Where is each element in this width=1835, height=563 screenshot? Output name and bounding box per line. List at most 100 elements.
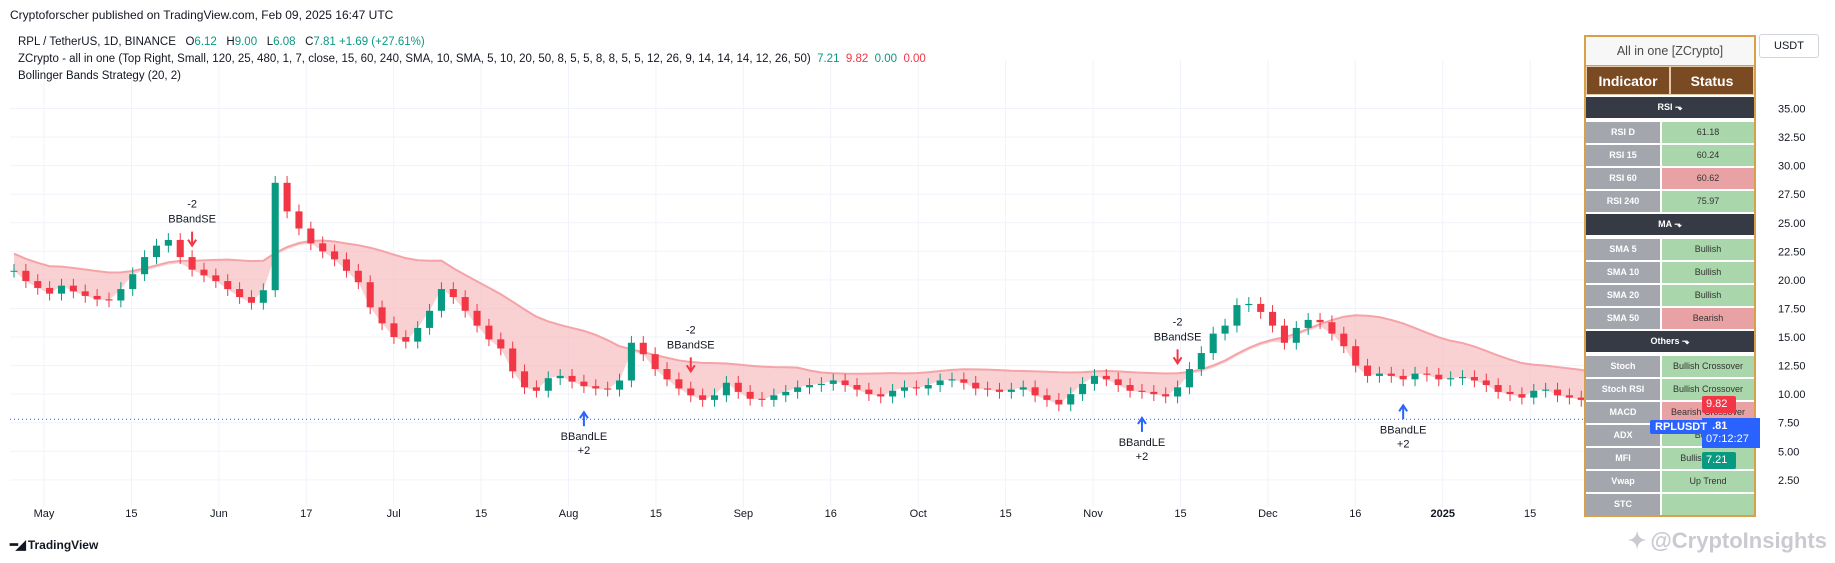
candle-body: [960, 379, 968, 383]
indicator-name: SMA 10: [1586, 262, 1660, 283]
upper-band-price-label: 9.82: [1702, 396, 1736, 413]
candle-body: [972, 382, 980, 389]
x-axis-tick-label: 15: [125, 508, 137, 520]
candle-body: [532, 387, 540, 391]
candle-body: [1245, 303, 1253, 306]
candle-body: [1150, 391, 1158, 395]
y-axis-tick-label: 2.50: [1778, 475, 1799, 487]
indicator-status: 75.97: [1662, 191, 1754, 212]
x-axis-tick-label: Sep: [734, 508, 754, 520]
y-axis-tick-label: 27.50: [1778, 189, 1806, 201]
x-axis-tick-label: Nov: [1083, 508, 1103, 520]
y-axis-tick-label: 5.00: [1778, 446, 1799, 458]
indicator-name: ADX: [1586, 425, 1660, 446]
candle-body: [841, 380, 849, 386]
candle-body: [615, 380, 624, 390]
candle-body: [1542, 389, 1550, 391]
candle-body: [1387, 373, 1395, 376]
candle-body: [461, 297, 469, 311]
indicator-status: Bullish: [1662, 285, 1754, 306]
candle-body: [319, 243, 327, 252]
candle-body: [1233, 305, 1241, 326]
watermark-badge-icon: ✦: [1627, 528, 1647, 553]
candle-body: [449, 289, 457, 298]
y-axis-tick-label: 17.50: [1778, 303, 1806, 315]
signal-qty: +2: [1397, 438, 1410, 450]
indicator-status: 60.62: [1662, 168, 1754, 189]
candle-body: [1197, 353, 1205, 370]
candle-body: [604, 388, 612, 390]
candle-body: [1530, 390, 1538, 398]
indicator-line: ZCrypto - all in one (Top Right, Small, …: [18, 53, 811, 65]
candle-body: [948, 379, 956, 381]
candle-body: [129, 274, 137, 290]
candle-body: [426, 310, 434, 328]
indicator-value-4: 0.00: [903, 53, 926, 65]
table-row: Stoch Bullish Crossover: [1586, 354, 1754, 377]
x-axis-tick-label: Aug: [559, 508, 579, 520]
candle-body: [1304, 319, 1312, 328]
indicator-name: Stoch: [1586, 356, 1660, 377]
indicator-name: SMA 5: [1586, 239, 1660, 260]
candle-body: [485, 325, 493, 340]
indicator-value-3: 0.00: [874, 53, 898, 65]
symbol-price-tag: RPLUSDT: [1650, 420, 1712, 434]
candle-body: [307, 228, 315, 244]
candle-body: [1019, 387, 1027, 390]
short-signal-arrowhead: [685, 364, 696, 374]
strategy-legend-row[interactable]: Bollinger Bands Strategy (20, 2): [18, 70, 182, 82]
lower-band-price-label: 7.21: [1702, 452, 1736, 469]
candle-body: [93, 295, 101, 300]
candle-body: [1269, 311, 1277, 326]
candle-body: [1055, 399, 1063, 405]
table-row: STC: [1586, 492, 1754, 515]
chart-legend: RPL / TetherUS, 1D, BINANCE O6.12 H9.00 …: [18, 34, 926, 85]
currency-button[interactable]: USDT: [1759, 34, 1819, 58]
symbol-legend-row[interactable]: RPL / TetherUS, 1D, BINANCE O6.12 H9.00 …: [18, 34, 926, 51]
candle-body: [10, 270, 18, 272]
short-signal-arrowhead: [187, 239, 197, 248]
candle-body: [473, 310, 481, 326]
candle-body: [663, 369, 671, 380]
candle-body: [805, 385, 814, 388]
candle-body: [1340, 333, 1348, 347]
table-row: SMA 20 Bullish: [1586, 283, 1754, 306]
publisher-line: Cryptoforscher published on TradingView.…: [10, 8, 394, 22]
candle-body: [236, 289, 244, 298]
candle-body: [200, 269, 208, 276]
candle-body: [117, 289, 125, 301]
candle-body: [366, 282, 374, 308]
candle-body: [1316, 319, 1324, 323]
signal-qty: -2: [686, 324, 696, 336]
table-row: RSI 240 75.97: [1586, 189, 1754, 212]
candle-body: [283, 182, 291, 212]
status-column-header: Status: [1670, 66, 1754, 95]
candle-body: [865, 389, 873, 395]
y-axis-tick-label: 35.00: [1778, 104, 1806, 116]
ohlc-close: C7.81: [305, 36, 336, 48]
signal-qty: +2: [578, 445, 591, 457]
signal-label: BBandSE: [1154, 331, 1202, 343]
indicator-column-header: Indicator: [1586, 66, 1670, 95]
indicator-status: Bullish: [1662, 239, 1754, 260]
candle-body: [390, 323, 398, 338]
candle-body: [1162, 394, 1170, 397]
candle-body: [1185, 369, 1193, 388]
candle-body: [402, 337, 410, 342]
indicator-legend-row[interactable]: ZCrypto - all in one (Top Right, Small, …: [18, 51, 926, 68]
indicator-name: STC: [1586, 494, 1660, 515]
candle-body: [331, 251, 339, 260]
tradingview-logo[interactable]: ━◢ TradingView: [10, 537, 98, 553]
table-row: Stoch RSI Bullish Crossover: [1586, 377, 1754, 400]
candle-body: [900, 387, 909, 391]
candle-body: [1447, 378, 1455, 380]
y-axis-tick-label: 30.00: [1778, 161, 1806, 173]
x-axis-tick-label: Jun: [210, 508, 228, 520]
ohlc-change: +1.69 (+27.61%): [339, 36, 425, 48]
candle-body: [568, 375, 576, 382]
signal-label: BBandSE: [667, 339, 715, 351]
candle-body: [1126, 385, 1134, 391]
indicator-name: MFI: [1586, 448, 1660, 469]
y-axis-tick-label: 12.50: [1778, 361, 1806, 373]
indicator-status: Up Trend: [1662, 471, 1754, 492]
